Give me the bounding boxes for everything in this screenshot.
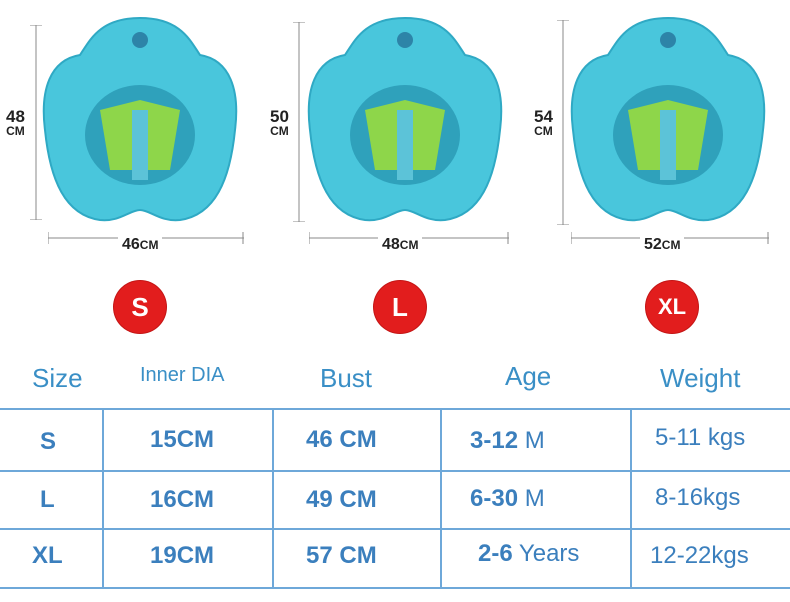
header-inner-dia: Inner DIA (140, 364, 225, 386)
height-label: 54 CM (534, 107, 553, 138)
size-badge-l: L (374, 281, 426, 333)
header-bust: Bust (320, 363, 373, 393)
header-age: Age (505, 361, 552, 391)
height-dimension-line (30, 25, 42, 220)
cell-inner-dia: 16CM (150, 486, 215, 513)
height-label: 50 CM (270, 107, 289, 138)
header-weight: Weight (660, 363, 741, 393)
cell-age: 3-12 M (470, 427, 545, 454)
height-dimension-line (293, 22, 305, 222)
width-label: 48CM (378, 236, 423, 254)
table-column-divider (272, 410, 274, 588)
size-badge-s: S (114, 281, 166, 333)
header-size: Size (32, 363, 83, 393)
swim-ring-image (570, 16, 766, 222)
table-row-divider (0, 470, 790, 472)
width-label: 46CM (118, 236, 163, 254)
table-bottom-border (0, 587, 790, 589)
table-top-border (0, 408, 790, 410)
cell-inner-dia: 15CM (150, 426, 215, 453)
size-badge-xl: XL (646, 281, 698, 333)
table-column-divider (630, 410, 632, 588)
cell-size: S (40, 428, 57, 455)
table-row-divider (0, 528, 790, 530)
cell-bust: 57 CM (306, 542, 377, 569)
cell-weight: 5-11 kgs (655, 424, 746, 451)
table-column-divider (440, 410, 442, 588)
width-label: 52CM (640, 236, 685, 254)
height-dimension-line (557, 20, 569, 225)
cell-size: L (40, 486, 55, 513)
swim-ring-image (42, 16, 238, 222)
cell-size: XL (32, 542, 63, 569)
cell-weight: 12-22kgs (650, 542, 749, 569)
height-label: 48 CM (6, 107, 25, 138)
cell-age: 6-30 M (470, 485, 545, 512)
cell-bust: 49 CM (306, 486, 377, 513)
cell-bust: 46 CM (306, 426, 377, 453)
swim-ring-image (307, 16, 503, 222)
cell-weight: 8-16kgs (655, 484, 741, 511)
cell-age: 2-6 Years (478, 540, 580, 567)
cell-inner-dia: 19CM (150, 542, 215, 569)
table-column-divider (102, 410, 104, 588)
